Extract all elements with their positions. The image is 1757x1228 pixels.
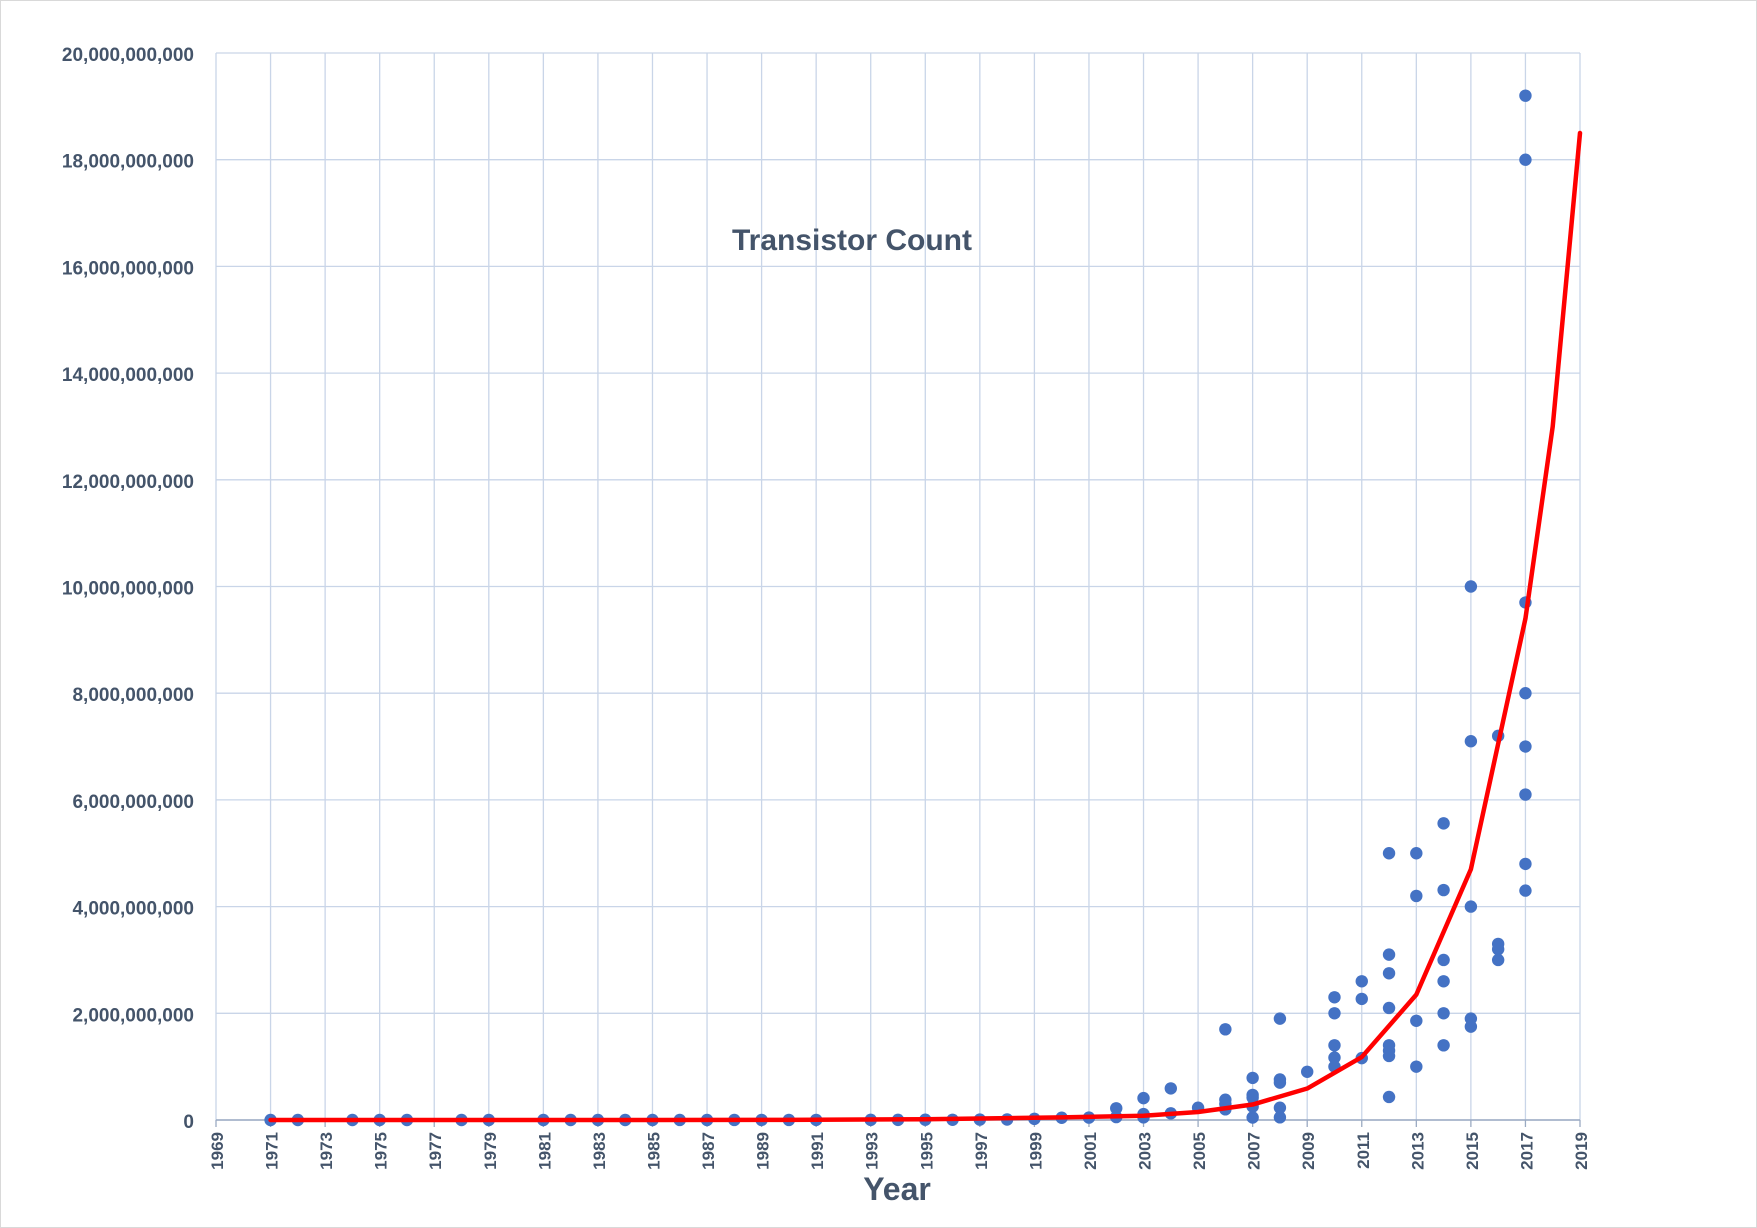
data-point <box>1519 788 1532 801</box>
data-point <box>1382 967 1396 980</box>
y-tick-label: 4,000,000,000 <box>72 899 194 920</box>
data-point <box>1301 1065 1314 1078</box>
y-tick-label: 16,000,000,000 <box>62 258 194 279</box>
x-axis-title: Year <box>863 1171 931 1207</box>
data-point <box>1137 1091 1150 1105</box>
data-point <box>1437 975 1450 988</box>
data-point <box>1464 580 1478 593</box>
x-tick-label: 1985 <box>644 1132 663 1170</box>
axis-layer: 0 2,000,000,000 4,000,000,000 6,000,000,000… <box>62 45 1591 1170</box>
trend-layer <box>268 130 1583 1123</box>
x-tick-label: 1975 <box>372 1132 391 1170</box>
data-point <box>1355 992 1368 1006</box>
data-point <box>1110 1102 1123 1115</box>
data-point <box>1273 1012 1287 1025</box>
data-point <box>1410 1014 1423 1027</box>
y-tick-label: 0 <box>183 1112 194 1133</box>
data-point <box>1519 153 1532 166</box>
data-point <box>1410 1060 1423 1073</box>
data-point <box>1464 735 1478 748</box>
x-tick-label: 1981 <box>535 1132 554 1170</box>
x-tick-label: 1995 <box>917 1132 936 1170</box>
x-tick-label: 1997 <box>972 1132 991 1170</box>
data-point <box>1437 883 1450 897</box>
data-point <box>1246 1091 1259 1104</box>
data-point <box>1273 1101 1287 1114</box>
x-tick-label: 1983 <box>590 1132 609 1170</box>
x-tick-label: 1987 <box>699 1132 718 1170</box>
data-point <box>1273 1076 1287 1089</box>
x-tick-label: 2017 <box>1517 1132 1536 1170</box>
data-point <box>1382 1001 1396 1015</box>
data-point <box>1382 847 1396 860</box>
y-tick-label: 8,000,000,000 <box>72 685 194 706</box>
data-point <box>1382 948 1396 961</box>
data-point <box>1382 1090 1396 1104</box>
data-point <box>1246 1071 1259 1085</box>
grid-layer <box>215 52 1581 1121</box>
data-point <box>1437 1007 1450 1020</box>
data-point <box>1437 817 1450 830</box>
x-tick-label: 1977 <box>426 1132 445 1170</box>
trend-line <box>268 130 1583 1123</box>
x-tick-label: 1991 <box>808 1132 827 1170</box>
y-tick-label: 12,000,000,000 <box>62 472 194 493</box>
y-tick-label: 2,000,000,000 <box>72 1005 194 1026</box>
data-point <box>1328 1051 1341 1064</box>
data-point <box>1328 1039 1341 1052</box>
x-tick-label: 1969 <box>208 1132 227 1170</box>
data-point <box>1410 847 1423 860</box>
data-point <box>1273 1111 1287 1124</box>
y-tick-label: 14,000,000,000 <box>62 365 194 386</box>
y-tick-label: 18,000,000,000 <box>62 152 194 173</box>
data-point <box>1164 1082 1178 1095</box>
y-tick-label: 10,000,000,000 <box>62 579 194 600</box>
x-tick-label: 2001 <box>1081 1132 1100 1170</box>
data-point <box>1519 857 1532 871</box>
x-tick-label: 1993 <box>863 1132 882 1170</box>
x-tick-label: 2019 <box>1572 1132 1591 1170</box>
data-point <box>1491 953 1505 967</box>
x-tick-label: 1973 <box>317 1132 336 1170</box>
data-point <box>1410 889 1423 903</box>
data-point <box>1464 900 1478 913</box>
y-tick-label: 20,000,000,000 <box>62 45 194 66</box>
data-point <box>1355 975 1368 988</box>
x-tick-label: 2015 <box>1463 1132 1482 1170</box>
x-tick-label: 2003 <box>1136 1132 1155 1170</box>
data-point <box>1491 943 1505 956</box>
y-tick-label: 6,000,000,000 <box>72 792 194 813</box>
x-tick-label: 1979 <box>481 1132 500 1170</box>
data-point <box>1246 1111 1259 1124</box>
x-tick-label: 2005 <box>1190 1132 1209 1170</box>
x-tick-label: 1999 <box>1026 1132 1045 1170</box>
x-tick-label: 1989 <box>754 1132 773 1170</box>
data-point <box>1519 687 1532 700</box>
x-tick-label: 2013 <box>1408 1132 1427 1170</box>
data-point <box>1519 884 1532 897</box>
data-point <box>1519 89 1532 102</box>
data-point <box>1464 1020 1478 1033</box>
data-point <box>1437 1039 1450 1052</box>
chart-title: Transistor Count <box>732 224 972 257</box>
data-point <box>1328 1007 1341 1020</box>
x-tick-label: 2007 <box>1245 1132 1264 1170</box>
x-tick-label: 1971 <box>263 1132 282 1170</box>
data-point <box>1437 953 1450 967</box>
x-tick-label: 2011 <box>1354 1132 1373 1169</box>
x-tick-label: 2009 <box>1299 1132 1318 1170</box>
data-point <box>1219 1023 1232 1036</box>
data-point <box>1519 740 1532 753</box>
data-point <box>1328 991 1341 1004</box>
data-point <box>1382 1049 1396 1063</box>
